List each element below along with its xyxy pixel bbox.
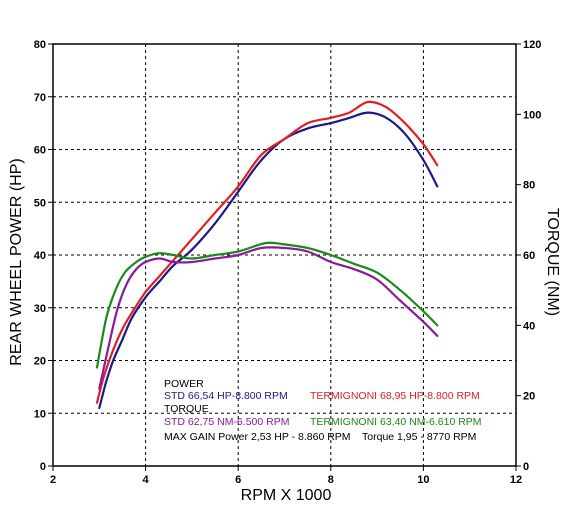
y-right-tick-label: 40 xyxy=(523,320,535,332)
x-tick-label: 12 xyxy=(510,474,522,486)
y-left-tick-label: 0 xyxy=(40,461,46,473)
legend-termi-power: TERMIGNONI 68,95 HP-8.800 RPM xyxy=(310,390,480,402)
y-left-tick-label: 50 xyxy=(34,197,46,209)
x-tick-label: 4 xyxy=(143,474,150,486)
y-left-tick-label: 70 xyxy=(34,92,46,104)
legend-std-power: STD 66,54 HP-8.800 RPM xyxy=(164,390,288,402)
y-left-tick-label: 30 xyxy=(34,303,46,315)
legend-termi-torque: TERMIGNONI 63,40 NM-6.610 RPM xyxy=(310,416,482,428)
termignoni-torque-line xyxy=(95,241,439,369)
termignoni-power-line xyxy=(95,100,439,404)
y-right-tick-label: 0 xyxy=(523,461,529,473)
y-left-tick-label: 80 xyxy=(34,39,46,51)
plot-frame xyxy=(52,43,517,467)
y-left-axis-title: REAR WHEEL POWER (HP) xyxy=(8,158,25,365)
legend-max-gain: MAX GAIN Power 2,53 HP - 8.860 RPM Torqu… xyxy=(164,431,476,443)
x-axis-title: RPM X 1000 xyxy=(241,487,332,504)
y-right-tick-label: 20 xyxy=(523,391,535,403)
grid-lines xyxy=(53,44,516,466)
std-power-line xyxy=(98,111,439,410)
series-lines xyxy=(95,100,439,410)
y-left-tick-label: 20 xyxy=(34,356,46,368)
y-right-tick-labels: 0 20 40 60 80 100 120 xyxy=(516,39,541,473)
std-torque-line xyxy=(98,246,439,390)
y-right-axis-title: TORQUE (NM) xyxy=(544,208,561,316)
y-right-tick-label: 120 xyxy=(523,39,541,51)
y-right-tick-label: 80 xyxy=(523,180,535,192)
y-right-tick-label: 60 xyxy=(523,250,535,262)
legend-std-torque: STD 62,75 NM-6.500 RPM xyxy=(164,416,289,428)
legend-power-header: POWER xyxy=(164,378,204,390)
y-left-tick-label: 60 xyxy=(34,145,46,157)
y-left-tick-label: 10 xyxy=(34,408,46,420)
legend-annotations: POWER STD 66,54 HP-8.800 RPM TERMIGNONI … xyxy=(164,378,482,443)
y-right-tick-label: 100 xyxy=(523,109,541,121)
x-tick-label: 6 xyxy=(235,474,241,486)
y-left-tick-label: 40 xyxy=(34,250,46,262)
x-tick-label: 10 xyxy=(417,474,429,486)
legend-torque-header: TORQUE xyxy=(164,403,209,415)
x-tick-label: 8 xyxy=(328,474,334,486)
x-tick-labels: 2 4 6 8 10 12 xyxy=(50,466,522,486)
y-left-tick-labels: 0 10 20 30 40 50 60 70 80 xyxy=(34,39,53,473)
x-tick-label: 2 xyxy=(50,474,56,486)
